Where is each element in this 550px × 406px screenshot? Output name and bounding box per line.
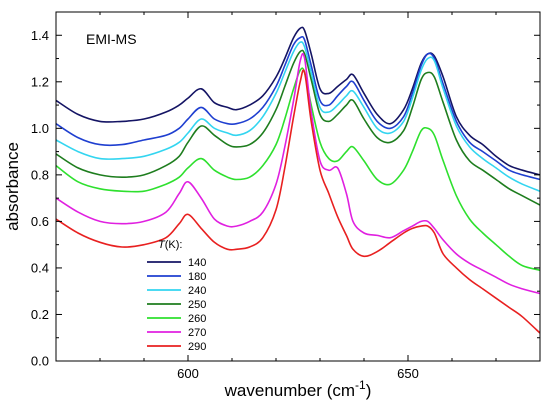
legend-label-270: 270 [188,327,206,339]
sample-label: EMI-MS [86,31,137,47]
y-axis-title: absorbance [3,142,22,231]
y-tick-label: 0.2 [31,307,49,322]
ticks-layer: 600 650 0.0 0.2 0.4 0.6 0.8 1.0 1.2 1.4 [31,12,540,381]
series-layer [55,26,541,334]
legend-label-180: 180 [188,271,206,283]
series-line-260 [55,67,541,272]
y-tick-label: 1.2 [31,74,49,89]
y-tick-label: 1.0 [31,121,49,136]
series-line-290 [55,69,541,334]
legend-label-250: 250 [188,299,206,311]
legend-label-290: 290 [188,341,206,353]
y-tick-label: 0.8 [31,167,49,182]
series-line-240 [55,41,541,192]
series-line-180 [55,35,541,181]
y-tick-label: 0.6 [31,214,49,229]
y-tick-label: 0.0 [31,354,49,369]
x-axis-title: wavenumber (cm-1) [224,378,372,400]
x-tick-label: 600 [177,366,199,381]
legend-label-260: 260 [188,313,206,325]
series-line-250 [55,49,541,206]
legend-label-140: 140 [188,257,206,269]
legend-title-unit: (K): [165,239,183,251]
series-line-270 [55,52,541,295]
x-tick-label: 650 [397,366,419,381]
legend-title: T(K): [158,239,182,251]
y-tick-label: 1.4 [31,28,49,43]
legend: T(K): 140 180 240 250 260 270 290 [147,239,206,353]
y-tick-label: 0.4 [31,260,49,275]
series-line-140 [55,26,541,176]
plot-frame [55,11,541,362]
legend-title-symbol: T [158,239,166,251]
legend-label-240: 240 [188,285,206,297]
